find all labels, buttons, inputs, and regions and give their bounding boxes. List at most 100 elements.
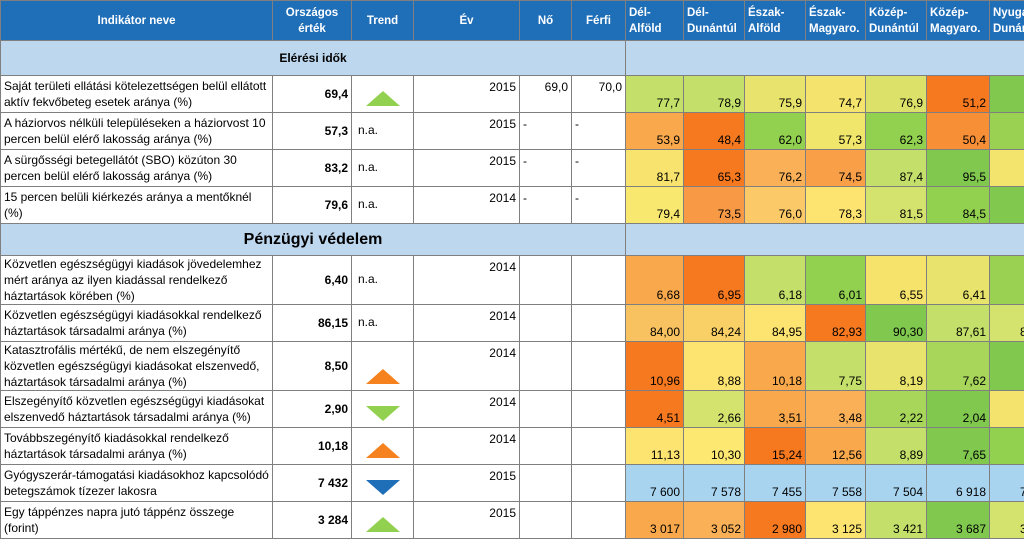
region-value-cell: 90,30	[865, 304, 927, 342]
year-cell: 2015	[413, 149, 520, 187]
trend-down-blue-icon	[365, 480, 400, 495]
indicator-name-cell: Gyógyszerár-támogatási kiadásokhoz kapcs…	[0, 464, 273, 502]
national-value-cell: 69,4	[272, 75, 352, 113]
header-label-line2: Magyaro.	[930, 22, 981, 35]
header-label-line2: érték	[298, 22, 326, 35]
region-value-cell: 84,00	[625, 304, 684, 342]
region-value-cell: 81,1	[989, 75, 1024, 113]
indicator-name-cell: A háziorvos nélküli településeken a házi…	[0, 112, 273, 150]
region-value-cell: 57,3	[805, 112, 866, 150]
region-value-cell: 82,93	[805, 304, 866, 342]
region-value-cell: 3 125	[805, 501, 866, 539]
region-value-cell: 7 504	[865, 464, 927, 502]
male-value-cell: -	[571, 149, 626, 187]
region-value-cell: 6,07	[989, 255, 1024, 305]
section-title: Elérési idők	[0, 40, 626, 76]
trend-cell	[351, 390, 414, 428]
indicator-name-cell: Közvetlen egészségügyi kiadások jövedele…	[0, 255, 273, 305]
indicator-name-cell: Egy táppénzes napra jutó táppénz összege…	[0, 501, 273, 539]
region-value-cell: 2 980	[744, 501, 806, 539]
region-value-cell: 12,56	[805, 427, 866, 465]
header-label-line2: Dunántúl	[993, 22, 1024, 35]
male-value-cell: -	[571, 186, 626, 224]
region-value-cell: 6,41	[926, 255, 990, 305]
indicator-name-cell: Továbbszegényítő kiadásokkal rendelkező …	[0, 427, 273, 465]
region-value-cell: 7 578	[683, 464, 745, 502]
female-value-cell: -	[519, 186, 572, 224]
indicator-name-cell: Közvetlen egészségügyi kiadásokkal rende…	[0, 304, 273, 342]
region-value-cell: 10,30	[683, 427, 745, 465]
female-value-cell	[519, 464, 572, 502]
female-value-cell	[519, 427, 572, 465]
national-value-cell: 8,50	[272, 341, 352, 391]
region-value-cell: 78,3	[805, 186, 866, 224]
region-value-cell: 53,9	[625, 112, 684, 150]
region-value-cell: 6,22	[989, 341, 1024, 391]
national-value-cell: 83,2	[272, 149, 352, 187]
header-label: Év	[459, 14, 474, 27]
male-value-cell	[571, 304, 626, 342]
female-value-cell	[519, 304, 572, 342]
header-label-line2: Alföld	[748, 22, 781, 35]
female-value-cell: -	[519, 112, 572, 150]
region-value-cell: 8,88	[683, 341, 745, 391]
region-value-cell: 3 421	[865, 501, 927, 539]
male-value-cell	[571, 341, 626, 391]
region-value-cell: 74,5	[805, 149, 866, 187]
region-value-cell: 7 148	[989, 464, 1024, 502]
header-trend: Trend	[351, 0, 414, 41]
trend-down-green-icon	[365, 406, 400, 421]
region-value-cell: 7 558	[805, 464, 866, 502]
header-row: Indikátor neve Országos érték Trend Év Nő Férf…	[0, 0, 1024, 41]
region-value-cell: 4,51	[625, 390, 684, 428]
table-row: Saját területi ellátási kötelezettségen …	[0, 75, 1024, 113]
trend-up-green-icon	[365, 91, 400, 106]
year-cell: 2015	[413, 112, 520, 150]
region-value-cell: 65,3	[683, 149, 745, 187]
trend-cell: n.a.	[351, 304, 414, 342]
region-value-cell: 7,92	[989, 427, 1024, 465]
region-value-cell: 3,48	[805, 390, 866, 428]
region-value-cell: 78,9	[683, 75, 745, 113]
section-row: Elérési idők	[0, 40, 1024, 76]
female-value-cell: 69,0	[519, 75, 572, 113]
region-value-cell: 95,5	[926, 149, 990, 187]
region-value-cell: 84,5	[926, 186, 990, 224]
header-region-del-alfold: Dél- Alföld	[625, 0, 684, 41]
section-spacer	[625, 223, 1024, 256]
region-value-cell: 11,13	[625, 427, 684, 465]
trend-cell: n.a.	[351, 149, 414, 187]
region-value-cell: 77,7	[625, 75, 684, 113]
national-value-cell: 86,15	[272, 304, 352, 342]
year-cell: 2015	[413, 464, 520, 502]
region-value-cell: 2,73	[989, 390, 1024, 428]
header-label-line2: Alföld	[629, 22, 662, 35]
region-value-cell: 81,7	[625, 149, 684, 187]
header-label-line2: Dunántúl	[869, 22, 919, 35]
table-row: A sürgősségi betegellátót (SBO) közúton …	[0, 149, 1024, 187]
region-value-cell: 10,18	[744, 341, 806, 391]
year-cell: 2014	[413, 390, 520, 428]
year-cell: 2015	[413, 75, 520, 113]
header-label-line1: Dél-	[629, 6, 651, 19]
region-value-cell: 84,24	[683, 304, 745, 342]
header-label: Indikátor neve	[97, 14, 176, 27]
region-value-cell: 6,68	[625, 255, 684, 305]
national-value-cell: 2,90	[272, 390, 352, 428]
header-national-value: Országos érték	[272, 0, 352, 41]
region-value-cell: 2,22	[865, 390, 927, 428]
indicator-table: Indikátor neve Országos érték Trend Év Nő Férf…	[0, 0, 1024, 539]
national-value-cell: 10,18	[272, 427, 352, 465]
header-label-line1: Dél-	[687, 6, 709, 19]
region-value-cell: 48,4	[683, 112, 745, 150]
table-row: A háziorvos nélküli településeken a házi…	[0, 112, 1024, 150]
header-region-del-dunantul: Dél- Dunántúl	[683, 0, 745, 41]
header-region-kozep-dunantul: Közép- Dunántúl	[865, 0, 927, 41]
female-value-cell	[519, 255, 572, 305]
header-label-line1: Észak-	[809, 6, 846, 19]
male-value-cell	[571, 427, 626, 465]
table-row: Katasztrofális mértékű, de nem elszegény…	[0, 341, 1024, 391]
region-value-cell: 6,01	[805, 255, 866, 305]
region-value-cell: 76,0	[744, 186, 806, 224]
year-cell: 2014	[413, 341, 520, 391]
